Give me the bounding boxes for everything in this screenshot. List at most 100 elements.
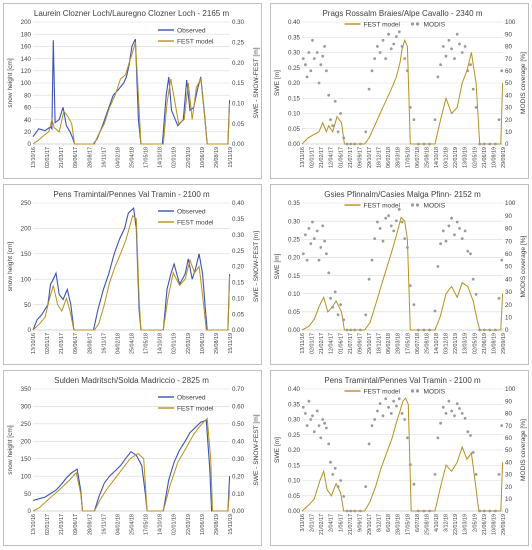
x-tick-label: 17/05/18 xyxy=(405,514,411,535)
modis-point xyxy=(460,412,464,415)
modis-point xyxy=(325,426,328,430)
modis-point xyxy=(321,418,325,421)
modis-point xyxy=(384,397,388,401)
modis-point xyxy=(428,142,431,146)
y2-tick-label: 100 xyxy=(505,19,516,26)
fest-model-series-line xyxy=(301,397,504,512)
modis-point xyxy=(317,81,321,85)
y2-tick-label: 0.15 xyxy=(232,80,245,87)
x-tick-label: 16/11/17 xyxy=(101,147,107,168)
modis-point xyxy=(311,220,314,224)
y2-tick-label: 40 xyxy=(505,92,512,99)
y-tick-label: 0.35 xyxy=(288,34,301,41)
modis-point xyxy=(317,424,321,427)
modis-point xyxy=(364,485,368,488)
modis-point xyxy=(304,233,307,237)
x-tick-label: 10/08/19 xyxy=(491,147,497,168)
x-tick-label: 21/03/17 xyxy=(59,333,65,354)
modis-point xyxy=(453,233,456,237)
chart-svg: Laurein Clozner Loch/Lauregno Clozner Lo… xyxy=(7,9,260,168)
modis-point xyxy=(387,214,390,218)
x-tick-label: 22/01/19 xyxy=(453,333,459,354)
modis-point xyxy=(458,42,461,46)
modis-point xyxy=(412,482,416,486)
modis-point xyxy=(400,220,404,224)
observed-series-line xyxy=(32,419,231,512)
modis-point xyxy=(482,509,486,513)
modis-point xyxy=(381,38,385,42)
modis-point xyxy=(412,118,416,121)
y-tick-label: 100 xyxy=(21,80,32,87)
modis-point xyxy=(447,224,451,228)
chart-title: Sulden Madritsch/Solda Madriccio - 2825 … xyxy=(54,376,209,385)
x-tick-label: 25/08/18 xyxy=(424,333,430,354)
y-tick-label: 250 xyxy=(21,200,32,207)
y2-tick-label: 0.25 xyxy=(232,248,245,255)
modis-point xyxy=(436,436,440,440)
x-tick-label: 01/06/17 xyxy=(338,333,344,354)
modis-point xyxy=(395,404,398,408)
x-tick-label: 10/06/19 xyxy=(200,147,206,168)
y-tick-label: 350 xyxy=(21,386,32,393)
modis-point xyxy=(325,69,328,73)
modis-point xyxy=(381,414,385,418)
y2-tick-label: 0.25 xyxy=(232,40,245,47)
modis-point xyxy=(329,118,332,121)
x-tick-label: 10/08/19 xyxy=(491,514,497,535)
y2-tick-label: 0.50 xyxy=(232,421,245,428)
x-tick-label: 13/10/16 xyxy=(31,147,37,168)
modis-point xyxy=(307,227,311,230)
modis-point xyxy=(378,227,382,230)
chart-title: Gsies Pfinnalm/Casies Malga Pfinn- 2152 … xyxy=(324,190,481,199)
y2-tick-label: 50 xyxy=(505,80,512,87)
chart-panel-snow-height-laurein: Laurein Clozner Loch/Lauregno Clozner Lo… xyxy=(3,3,262,179)
chart-panel-modis-pens: Pens Tramintal/Pennes Val Tramin - 2100 … xyxy=(270,370,529,546)
y2-tick-label: 50 xyxy=(505,264,512,271)
modis-point xyxy=(349,509,353,513)
x-tick-label: 13/10/16 xyxy=(31,514,37,535)
modis-point xyxy=(463,45,467,48)
y2-tick-label: 0.70 xyxy=(232,386,245,393)
y2-tick-label: 0.30 xyxy=(232,232,245,239)
x-tick-label: 13/11/16 xyxy=(300,333,306,354)
x-tick-label: 09/06/17 xyxy=(73,514,79,535)
x-tick-label: 21/03/17 xyxy=(59,514,65,535)
x-tick-label: 17/05/18 xyxy=(144,514,150,535)
y-tick-label: 0 xyxy=(28,508,32,515)
y-tick-label: 0.30 xyxy=(288,50,301,57)
modis-point xyxy=(471,277,475,281)
modis-point xyxy=(358,142,362,146)
x-tick-label: 02/01/17 xyxy=(45,514,51,535)
modis-point xyxy=(417,142,420,146)
y-tick-label: 100 xyxy=(21,473,32,480)
modis-point xyxy=(400,45,404,48)
y-tick-label: 0.25 xyxy=(288,432,301,439)
y-tick-label: 160 xyxy=(21,44,32,51)
y2-tick-label: 0.00 xyxy=(232,327,245,334)
x-tick-label: 25/04/18 xyxy=(130,514,136,535)
modis-point xyxy=(406,436,409,440)
chart-title: Pens Tramintal/Pennes Val Tramin - 2100 … xyxy=(53,190,210,199)
legend-swatch xyxy=(410,22,415,26)
y2-tick-label: 0.10 xyxy=(232,491,245,498)
x-tick-label: 9/09/17 xyxy=(357,514,363,532)
y2-tick-label: 0.40 xyxy=(232,438,245,445)
y-tick-label: 100 xyxy=(21,276,32,283)
modis-point xyxy=(327,271,331,275)
x-tick-label: 21/02/17 xyxy=(319,333,325,354)
modis-point xyxy=(466,249,470,253)
modis-point xyxy=(444,54,448,58)
chart-title: Prags Rossalm Braies/Alpe Cavallo - 2340… xyxy=(322,9,482,18)
x-tick-label: 04/02/18 xyxy=(115,514,121,535)
y2-tick-label: 0.10 xyxy=(232,295,245,302)
y2-tick-label: 0.00 xyxy=(232,508,245,515)
x-tick-label: 22/01/19 xyxy=(453,147,459,168)
legend-label: FEST model xyxy=(364,21,401,28)
modis-point xyxy=(325,252,328,256)
x-tick-label: 13/03/19 xyxy=(463,147,469,168)
modis-point xyxy=(433,118,437,121)
modis-point xyxy=(305,424,309,427)
modis-point xyxy=(307,51,311,54)
x-tick-label: 2/05/19 xyxy=(472,514,478,532)
modis-point xyxy=(403,418,407,421)
